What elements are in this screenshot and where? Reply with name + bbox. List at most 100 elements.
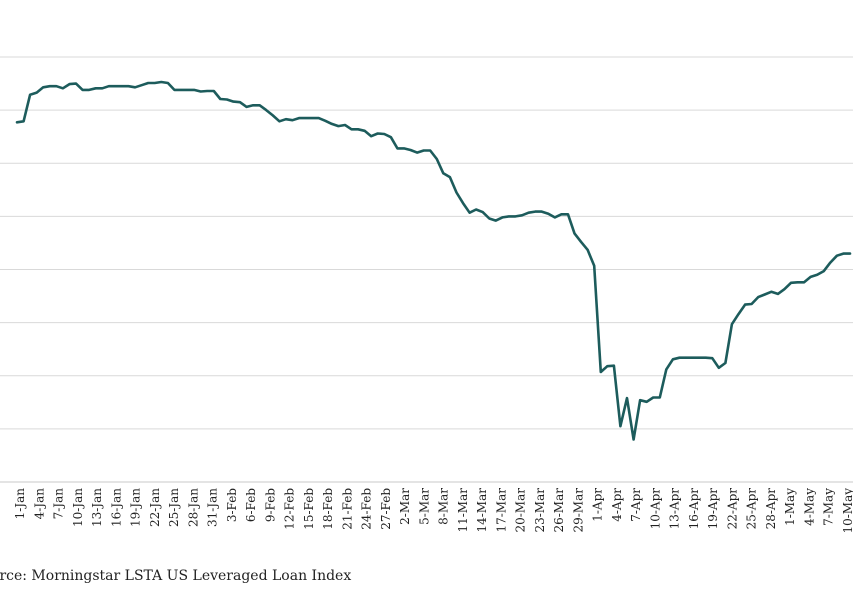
data-point [717,366,720,369]
data-point [790,281,792,284]
data-point [475,208,477,211]
x-tick-label: 18-Feb [321,488,335,530]
data-point [324,119,327,122]
data-point [232,100,235,103]
series-line [15,80,852,441]
data-point [836,254,838,257]
data-point [409,149,412,151]
data-point [206,90,209,92]
data-point [278,120,281,123]
data-point [48,85,51,88]
x-tick-label: 15-Feb [302,488,316,530]
x-tick-label: 23-Mar [533,488,547,533]
data-point [403,147,405,150]
data-point [508,215,510,218]
data-point [304,117,307,119]
source-note: ource: Morningstar LSTA US Leveraged Loa… [0,568,352,584]
x-tick-label: 7-May [822,488,836,526]
data-point [750,303,753,305]
data-point [173,89,176,91]
data-point [16,121,18,124]
data-point [252,104,255,107]
data-point [390,136,392,139]
data-point [678,356,681,359]
data-point [777,293,779,295]
data-point [658,396,661,399]
x-tick-label: 26-Mar [552,488,566,533]
data-point [573,232,576,235]
data-point [462,202,464,205]
data-point [121,85,123,88]
data-point [311,117,314,119]
data-point [160,81,163,83]
data-point [140,84,143,87]
data-point [501,216,504,219]
data-point [711,357,714,360]
data-point [265,109,268,111]
data-point [770,290,773,293]
data-point [101,87,104,90]
data-point [763,293,766,296]
x-tick-label: 12-Feb [283,488,297,530]
x-tick-label: 16-Apr [687,488,701,530]
data-point [226,98,228,101]
x-tick-label: 29-Mar [571,488,585,533]
data-point [81,89,84,91]
data-point [376,132,379,135]
data-point [350,128,353,131]
data-point [494,219,497,222]
x-tick-label: 28-Jan [186,488,200,527]
data-point [167,82,169,84]
data-point [803,281,805,284]
data-point [586,248,589,251]
data-point [344,124,346,126]
x-tick-label: 19-Jan [129,488,143,527]
data-point [613,364,615,367]
x-tick-label: 25-Apr [745,488,759,530]
data-point [114,85,117,88]
x-tick-label: 9-Feb [263,488,277,522]
data-point [55,85,58,88]
data-point [298,117,300,119]
data-point [527,211,530,214]
data-point [704,356,707,359]
x-tick-label: 21-Feb [340,488,354,530]
data-point [363,129,366,132]
data-point [698,356,700,359]
x-tick-label: 11-Mar [456,488,470,533]
data-point [724,362,727,364]
data-point [632,438,635,441]
data-point [212,90,215,92]
data-point [534,210,537,213]
data-point [455,191,458,194]
data-point [291,119,294,122]
data-point [737,313,740,315]
data-point [416,151,418,154]
data-point [193,89,196,91]
data-point [567,213,569,216]
x-axis: 1-Jan 4-Jan 7-Jan 10-Jan 13-Jan 16-Jan 19-Jan 2… [0,481,853,534]
data-point [829,261,832,264]
x-tick-label: 25-Jan [167,488,181,527]
x-tick-label: 3-Feb [225,488,239,522]
data-point [147,82,150,84]
data-point [42,86,45,89]
data-point [593,264,596,267]
x-tick-label: 22-Apr [725,488,739,530]
data-point [429,149,432,152]
data-point [449,176,451,179]
data-point [599,371,602,373]
data-point [691,356,694,359]
data-point [134,86,137,89]
data-point [809,276,812,278]
x-tick-label: 1-Jan [13,488,27,520]
data-point [514,215,517,218]
data-point [731,323,733,326]
data-point [370,135,373,138]
data-point [245,106,248,108]
x-tick-label: 19-Apr [706,488,720,530]
x-tick-label: 20-Mar [514,488,528,533]
data-point [285,118,287,121]
data-point [435,158,438,160]
